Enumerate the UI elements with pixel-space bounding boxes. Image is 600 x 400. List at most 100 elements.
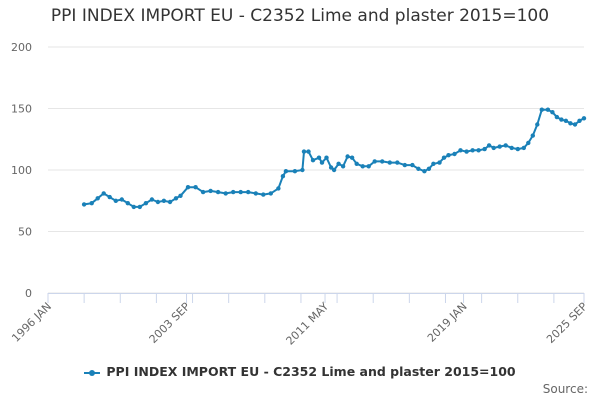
data-point xyxy=(372,159,377,164)
data-point xyxy=(331,167,337,173)
data-point xyxy=(497,144,502,149)
data-point xyxy=(446,153,451,158)
data-point xyxy=(95,196,100,201)
data-point xyxy=(416,166,421,171)
data-point xyxy=(470,148,475,153)
grid-lines xyxy=(48,46,584,294)
data-point xyxy=(319,160,325,165)
y-tick-label: 0 xyxy=(25,287,32,300)
data-point xyxy=(149,197,155,202)
data-point xyxy=(366,164,371,169)
data-point xyxy=(395,160,400,165)
data-point xyxy=(268,191,273,196)
data-point xyxy=(340,164,346,169)
x-tick-label: 2019 JAN xyxy=(425,300,470,345)
y-tick-label: 100 xyxy=(11,164,32,177)
data-point xyxy=(185,185,191,190)
data-point xyxy=(486,143,492,148)
data-point xyxy=(380,159,385,164)
data-point xyxy=(402,162,407,168)
data-point xyxy=(577,118,582,124)
data-point xyxy=(559,117,564,122)
data-point xyxy=(238,189,243,195)
data-point xyxy=(215,189,221,195)
data-point xyxy=(306,149,311,154)
legend[interactable]: PPI INDEX IMPORT EU - C2352 Lime and pla… xyxy=(0,364,600,379)
data-point xyxy=(464,149,469,154)
data-point xyxy=(208,188,213,194)
legend-line-marker-icon xyxy=(84,369,101,376)
data-point xyxy=(349,155,355,160)
data-point xyxy=(509,145,514,151)
data-point xyxy=(200,189,206,195)
data-point xyxy=(231,189,236,195)
data-point xyxy=(81,202,87,207)
series-layer xyxy=(81,107,587,210)
y-tick-label: 150 xyxy=(11,103,32,116)
data-point xyxy=(316,155,322,160)
data-point xyxy=(452,151,457,157)
data-point xyxy=(276,186,281,191)
data-point xyxy=(161,198,167,203)
data-point xyxy=(422,169,427,174)
x-tick-label: 2003 SEP xyxy=(147,300,193,346)
chart-title: PPI INDEX IMPORT EU - C2352 Lime and pla… xyxy=(50,6,550,26)
data-point xyxy=(101,191,106,196)
data-point xyxy=(137,204,142,210)
data-point xyxy=(491,145,496,151)
data-point xyxy=(530,133,535,138)
data-point xyxy=(545,107,551,112)
data-point xyxy=(441,155,447,160)
y-tick-label: 50 xyxy=(18,226,32,239)
data-point xyxy=(89,201,94,206)
y-tick-label: 200 xyxy=(11,41,32,54)
data-point xyxy=(426,166,432,171)
series-line xyxy=(83,108,585,208)
data-point xyxy=(223,191,228,196)
data-point xyxy=(563,118,569,124)
data-point xyxy=(119,197,125,202)
data-point xyxy=(354,161,359,166)
data-point xyxy=(515,146,520,152)
data-point xyxy=(173,196,179,201)
data-point xyxy=(261,192,266,197)
x-tick-group: 2003 SEP xyxy=(147,300,193,346)
data-point xyxy=(458,148,463,153)
data-point xyxy=(253,191,258,196)
data-point xyxy=(246,189,251,195)
data-point xyxy=(476,148,481,153)
data-point xyxy=(360,164,365,169)
source-credit[interactable]: Source: xyxy=(542,382,588,396)
data-point xyxy=(568,121,573,126)
data-point xyxy=(345,154,350,159)
data-point xyxy=(431,161,436,166)
data-point xyxy=(283,169,289,174)
data-point xyxy=(550,110,555,115)
data-point xyxy=(125,201,130,206)
x-tick-group: 2019 JAN xyxy=(425,300,470,345)
data-point xyxy=(113,198,119,203)
data-point xyxy=(131,204,136,210)
data-point xyxy=(155,199,161,205)
data-point xyxy=(503,143,508,148)
data-point xyxy=(178,193,183,198)
x-tick-group: 1996 JAN xyxy=(9,300,54,345)
x-tick-label: 1996 JAN xyxy=(9,300,54,345)
data-point xyxy=(387,160,392,165)
data-point xyxy=(526,140,531,146)
data-point xyxy=(437,160,442,165)
data-point xyxy=(572,122,578,127)
x-tick-group: 2011 MAY xyxy=(284,300,332,348)
data-point xyxy=(336,161,341,166)
data-point xyxy=(581,116,587,121)
x-tick-label: 2025 SEP xyxy=(544,300,590,346)
data-point xyxy=(410,162,415,168)
data-point xyxy=(107,194,112,200)
data-point xyxy=(482,146,487,152)
data-point xyxy=(301,149,307,154)
x-tick-label: 2011 MAY xyxy=(284,300,332,348)
data-point xyxy=(539,107,544,112)
data-point xyxy=(535,122,540,127)
data-point xyxy=(300,167,305,173)
